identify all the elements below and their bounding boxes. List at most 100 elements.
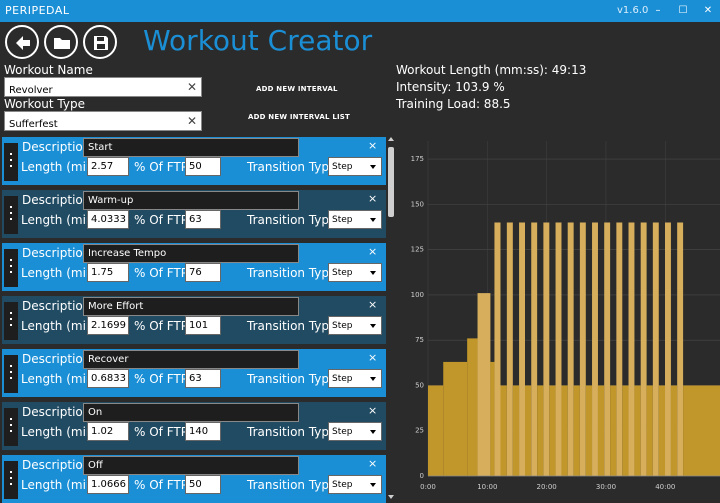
chart-bar bbox=[494, 222, 501, 476]
ftp-input[interactable]: 63 bbox=[185, 369, 221, 388]
chart-bar bbox=[579, 222, 586, 476]
description-input[interactable]: Off bbox=[83, 456, 299, 475]
ftp-label: % Of FTP bbox=[134, 213, 188, 227]
drag-handle[interactable] bbox=[4, 355, 18, 393]
chart-bar bbox=[506, 222, 513, 476]
ftp-input[interactable]: 140 bbox=[185, 422, 221, 441]
scroll-thumb[interactable] bbox=[388, 147, 394, 217]
clear-icon[interactable]: ✕ bbox=[186, 114, 197, 128]
drag-handle[interactable] bbox=[4, 408, 18, 446]
maximize-button[interactable]: ☐ bbox=[678, 5, 688, 16]
x-tick-label: 10:00 bbox=[477, 483, 497, 491]
chart-bar bbox=[567, 222, 574, 476]
length-label: Length (min) bbox=[21, 213, 99, 227]
chevron-down-icon bbox=[370, 483, 376, 487]
description-input[interactable]: Recover bbox=[83, 350, 299, 369]
transition-label: Transition Type bbox=[247, 213, 337, 227]
open-button[interactable] bbox=[44, 25, 78, 59]
remove-interval-button[interactable]: × bbox=[368, 404, 378, 417]
remove-interval-button[interactable]: × bbox=[368, 139, 378, 152]
chart-bar bbox=[622, 385, 629, 476]
scroll-down-icon[interactable] bbox=[388, 495, 394, 499]
transition-select[interactable]: Step bbox=[328, 210, 382, 229]
y-tick-label: 25 bbox=[415, 427, 424, 435]
ftp-input[interactable]: 101 bbox=[185, 316, 221, 335]
ftp-input[interactable]: 63 bbox=[185, 210, 221, 229]
transition-label: Transition Type bbox=[247, 319, 337, 333]
length-label: Length (min) bbox=[21, 266, 99, 280]
ftp-input[interactable]: 50 bbox=[185, 475, 221, 494]
chart-bar bbox=[665, 222, 671, 476]
remove-interval-button[interactable]: × bbox=[368, 457, 378, 470]
remove-interval-button[interactable]: × bbox=[368, 298, 378, 311]
chevron-down-icon bbox=[370, 218, 376, 222]
chart-bar bbox=[640, 222, 647, 476]
scroll-up-icon[interactable] bbox=[388, 137, 394, 141]
save-button[interactable] bbox=[83, 25, 117, 59]
ftp-input[interactable]: 50 bbox=[185, 157, 221, 176]
y-tick-label: 0 bbox=[420, 472, 424, 480]
remove-interval-button[interactable]: × bbox=[368, 351, 378, 364]
add-interval-button[interactable]: ADD NEW INTERVAL bbox=[256, 85, 338, 93]
x-tick-label: 20:00 bbox=[537, 483, 557, 491]
transition-select[interactable]: Step bbox=[328, 422, 382, 441]
drag-handle[interactable] bbox=[4, 196, 18, 234]
transition-label: Transition Type bbox=[247, 372, 337, 386]
description-label: Description bbox=[22, 246, 91, 260]
drag-handle[interactable] bbox=[4, 143, 18, 181]
length-input[interactable]: 1.0666 bbox=[87, 475, 129, 494]
chevron-down-icon bbox=[370, 271, 376, 275]
transition-select[interactable]: Step bbox=[328, 316, 382, 335]
length-input[interactable]: 2.1699 bbox=[87, 316, 129, 335]
back-button[interactable] bbox=[5, 25, 39, 59]
drag-handle[interactable] bbox=[4, 302, 18, 340]
workout-intensity: Intensity: 103.9 % bbox=[396, 80, 505, 94]
workout-name-field[interactable]: ✕ bbox=[4, 77, 202, 100]
length-label: Length (min) bbox=[21, 478, 99, 492]
workout-type-input[interactable] bbox=[5, 115, 201, 134]
chart-bar bbox=[519, 222, 525, 476]
chart-bar bbox=[490, 361, 495, 476]
transition-value: Step bbox=[332, 162, 353, 172]
transition-value: Step bbox=[332, 480, 353, 490]
chart-bar bbox=[592, 222, 598, 476]
chart-bar bbox=[543, 222, 550, 476]
transition-label: Transition Type bbox=[247, 266, 337, 280]
transition-select[interactable]: Step bbox=[328, 369, 382, 388]
add-interval-list-button[interactable]: ADD NEW INTERVAL LIST bbox=[248, 113, 351, 121]
drag-handle[interactable] bbox=[4, 461, 18, 499]
chart-bar bbox=[573, 385, 580, 476]
length-input[interactable]: 1.02 bbox=[87, 422, 129, 441]
remove-interval-button[interactable]: × bbox=[368, 245, 378, 258]
workout-name-input[interactable] bbox=[5, 81, 201, 100]
description-input[interactable]: On bbox=[83, 403, 299, 422]
interval-card: Description Off × Length (min) 1.0666 % … bbox=[2, 455, 386, 503]
clear-icon[interactable]: ✕ bbox=[186, 80, 197, 94]
floppy-disk-icon bbox=[94, 36, 108, 50]
ftp-input[interactable]: 76 bbox=[185, 263, 221, 282]
length-input[interactable]: 2.57 bbox=[87, 157, 129, 176]
ftp-label: % Of FTP bbox=[134, 478, 188, 492]
transition-select[interactable]: Step bbox=[328, 475, 382, 494]
transition-select[interactable]: Step bbox=[328, 157, 382, 176]
length-input[interactable]: 1.75 bbox=[87, 263, 129, 282]
length-input[interactable]: 0.6833 bbox=[87, 369, 129, 388]
description-input[interactable]: Start bbox=[83, 138, 299, 157]
version-label: v1.6.0 bbox=[617, 5, 649, 16]
close-button[interactable]: ✕ bbox=[703, 5, 713, 16]
transition-select[interactable]: Step bbox=[328, 263, 382, 282]
interval-list-scrollbar[interactable] bbox=[387, 137, 395, 503]
y-tick-label: 100 bbox=[411, 291, 424, 299]
length-label: Length (min) bbox=[21, 425, 99, 439]
remove-interval-button[interactable]: × bbox=[368, 192, 378, 205]
chart-bar bbox=[512, 385, 520, 476]
transition-label: Transition Type bbox=[247, 160, 337, 174]
length-input[interactable]: 4.0333 bbox=[87, 210, 129, 229]
description-input[interactable]: More Effort bbox=[83, 297, 299, 316]
workout-type-field[interactable]: ✕ bbox=[4, 111, 202, 134]
minimize-button[interactable]: – bbox=[655, 5, 661, 16]
description-input[interactable]: Increase Tempo bbox=[83, 244, 299, 263]
drag-handle[interactable] bbox=[4, 249, 18, 287]
description-input[interactable]: Warm-up bbox=[83, 191, 299, 210]
chart-bar bbox=[646, 385, 653, 476]
